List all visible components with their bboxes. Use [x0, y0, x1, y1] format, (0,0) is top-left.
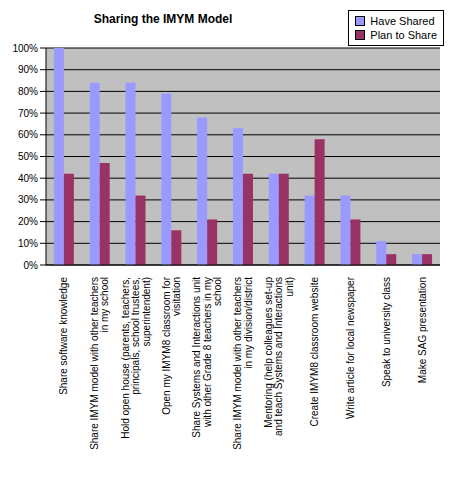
svg-text:70%: 70% — [18, 108, 38, 119]
svg-text:40%: 40% — [18, 173, 38, 184]
svg-text:Create IMYM8 classroom website: Create IMYM8 classroom website — [309, 277, 320, 427]
svg-text:Speak to university class: Speak to university class — [381, 277, 392, 387]
svg-text:Mentoring (help colleagues set: Mentoring (help colleagues set-upand tea… — [263, 277, 295, 436]
svg-text:Share software knowledge: Share software knowledge — [58, 277, 69, 395]
svg-text:0%: 0% — [24, 260, 39, 271]
svg-text:Hold open house (parents, teac: Hold open house (parents, teachers,princ… — [120, 277, 152, 439]
svg-text:50%: 50% — [18, 151, 38, 162]
svg-text:60%: 60% — [18, 129, 38, 140]
svg-text:Write article for local newspa: Write article for local newspaper — [345, 276, 356, 419]
svg-text:30%: 30% — [18, 194, 38, 205]
svg-text:20%: 20% — [18, 216, 38, 227]
svg-text:Share IMYM model with other te: Share IMYM model with other teachersin m… — [232, 277, 254, 450]
svg-text:10%: 10% — [18, 238, 38, 249]
html-text:Plan to Share: Plan to Share — [370, 29, 437, 41]
svg-text:Open my IMYM8 classroom forvis: Open my IMYM8 classroom forvisitation — [161, 276, 183, 414]
svg-text:90%: 90% — [18, 64, 38, 75]
svg-text:Share Systems and Interactions: Share Systems and Interactions unitwith … — [191, 277, 223, 438]
html-text:Sharing the IMYM Model: Sharing the IMYM Model — [93, 12, 233, 26]
html-text:Have Shared: Have Shared — [370, 15, 435, 27]
svg-text:100%: 100% — [12, 43, 38, 54]
svg-text:80%: 80% — [18, 86, 38, 97]
svg-text:Share IMYM model with other te: Share IMYM model with other teachersin m… — [89, 277, 111, 450]
svg-text:Make SAG presentation: Make SAG presentation — [417, 277, 428, 383]
